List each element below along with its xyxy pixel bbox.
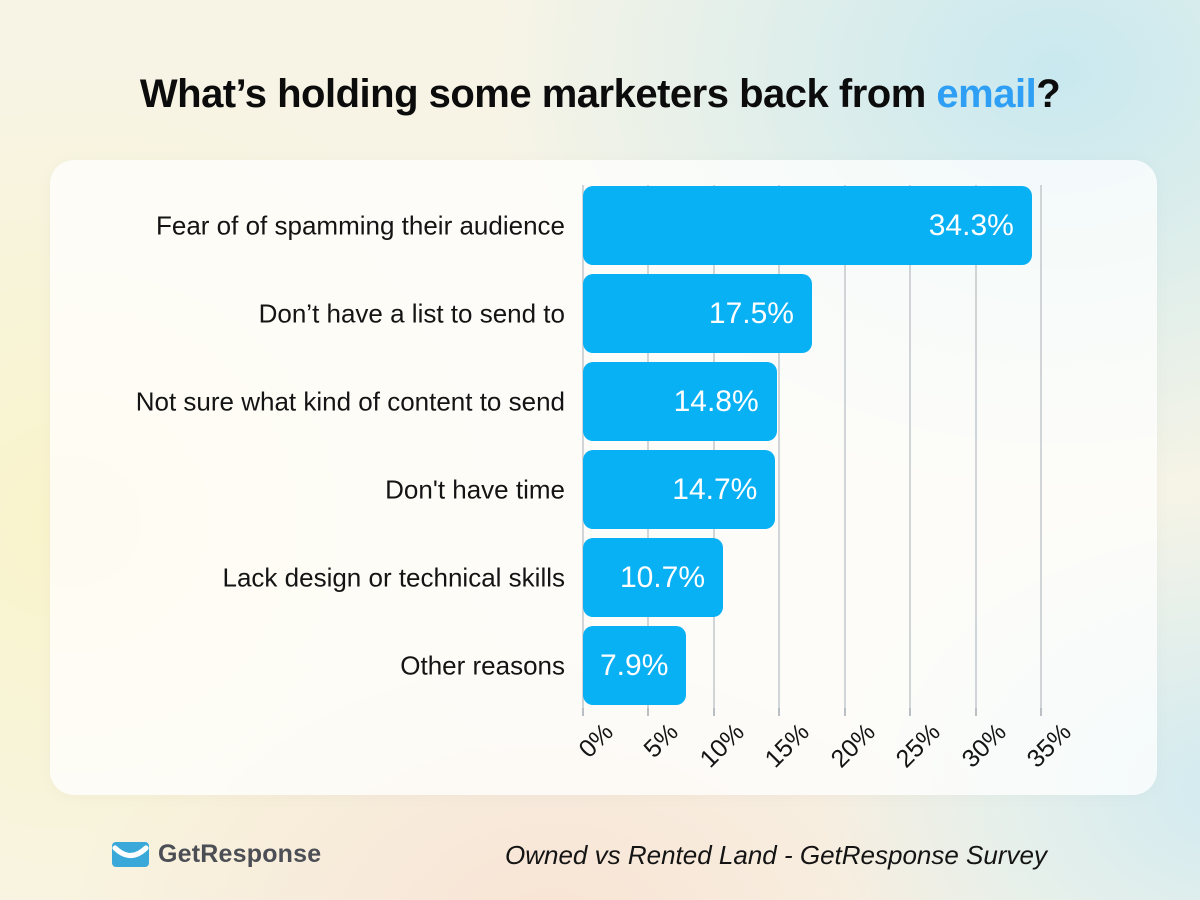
title-text-suffix: ? (1036, 72, 1061, 116)
gridline-15% (778, 185, 781, 708)
chart-card: 0% 5% 10% 15% 20% 25% 30% 35% Fear of of spammin… (50, 160, 1157, 795)
source-caption: Owned vs Rented Land - GetResponse Surve… (505, 840, 1047, 870)
x-tick-mark (843, 708, 846, 716)
gridline-10% (712, 185, 715, 708)
bar: 7.9% (583, 626, 687, 705)
category-label: Other reasons (400, 650, 565, 680)
x-tick-label: 20% (825, 718, 881, 774)
bar-value-label: 7.9% (599, 648, 669, 682)
x-tick-label: 35% (1021, 718, 1077, 774)
x-tick-label: 15% (759, 718, 816, 774)
category-label: Don’t have a list to send to (258, 298, 565, 328)
category-label: Fear of of spamming their audience (156, 210, 565, 240)
bar-value-label: 14.8% (673, 384, 759, 418)
bar: 34.3% (583, 186, 1032, 265)
title-text-prefix: What’s holding some marketers back from (139, 72, 937, 116)
bar-value-label: 14.7% (672, 472, 758, 506)
x-tick-mark (974, 708, 977, 716)
bar-row: Don’t have a list to send to 17.5% (50, 274, 1157, 353)
bar-row: Fear of of spamming their audience 34.3% (50, 186, 1157, 265)
gridline-25% (909, 185, 912, 708)
bar-chart: 0% 5% 10% 15% 20% 25% 30% 35% Fear of of spammin… (50, 160, 1157, 795)
gridline-30% (974, 185, 977, 708)
x-tick-label: 30% (956, 718, 1012, 774)
bar-value-label: 10.7% (619, 560, 706, 594)
x-tick-mark (909, 708, 912, 716)
x-tick-mark (647, 708, 650, 716)
title-highlight-email: email (936, 72, 1037, 116)
page-title: What’s holding some marketers back from … (0, 72, 1200, 117)
category-label: Not sure what kind of content to send (135, 386, 565, 416)
x-tick-mark (712, 708, 715, 716)
x-tick-label: 5% (638, 718, 685, 764)
bar-value-label: 34.3% (928, 208, 1014, 242)
bar: 14.8% (583, 362, 777, 441)
category-label: Don't have time (385, 474, 565, 504)
bar: 10.7% (583, 538, 724, 617)
x-tick-mark (778, 708, 781, 716)
gridline-0% (582, 185, 584, 708)
bar: 14.7% (583, 450, 776, 529)
bar-row: Lack design or technical skills 10.7% (50, 538, 1157, 617)
x-tick-mark (1040, 708, 1042, 716)
x-tick-label: 10% (694, 718, 750, 774)
gridline-20% (843, 185, 846, 708)
x-tick-label: 0% (573, 718, 619, 764)
category-label: Lack design or technical skills (222, 562, 566, 592)
bar-row: Other reasons 7.9% (50, 626, 1157, 705)
brand-name: GetResponse (158, 839, 322, 868)
getresponse-logo: GetResponse (112, 840, 321, 868)
bar-row: Don't have time 14.7% (50, 450, 1157, 529)
bar: 17.5% (583, 274, 812, 353)
x-tick-label: 25% (890, 718, 946, 774)
gridline-35% (1040, 185, 1042, 708)
x-tick-mark (582, 708, 584, 716)
envelope-smile-icon (112, 841, 149, 867)
bar-value-label: 17.5% (708, 296, 794, 330)
bar-row: Not sure what kind of content to send 14.… (50, 362, 1157, 441)
gridline-5% (647, 185, 650, 708)
